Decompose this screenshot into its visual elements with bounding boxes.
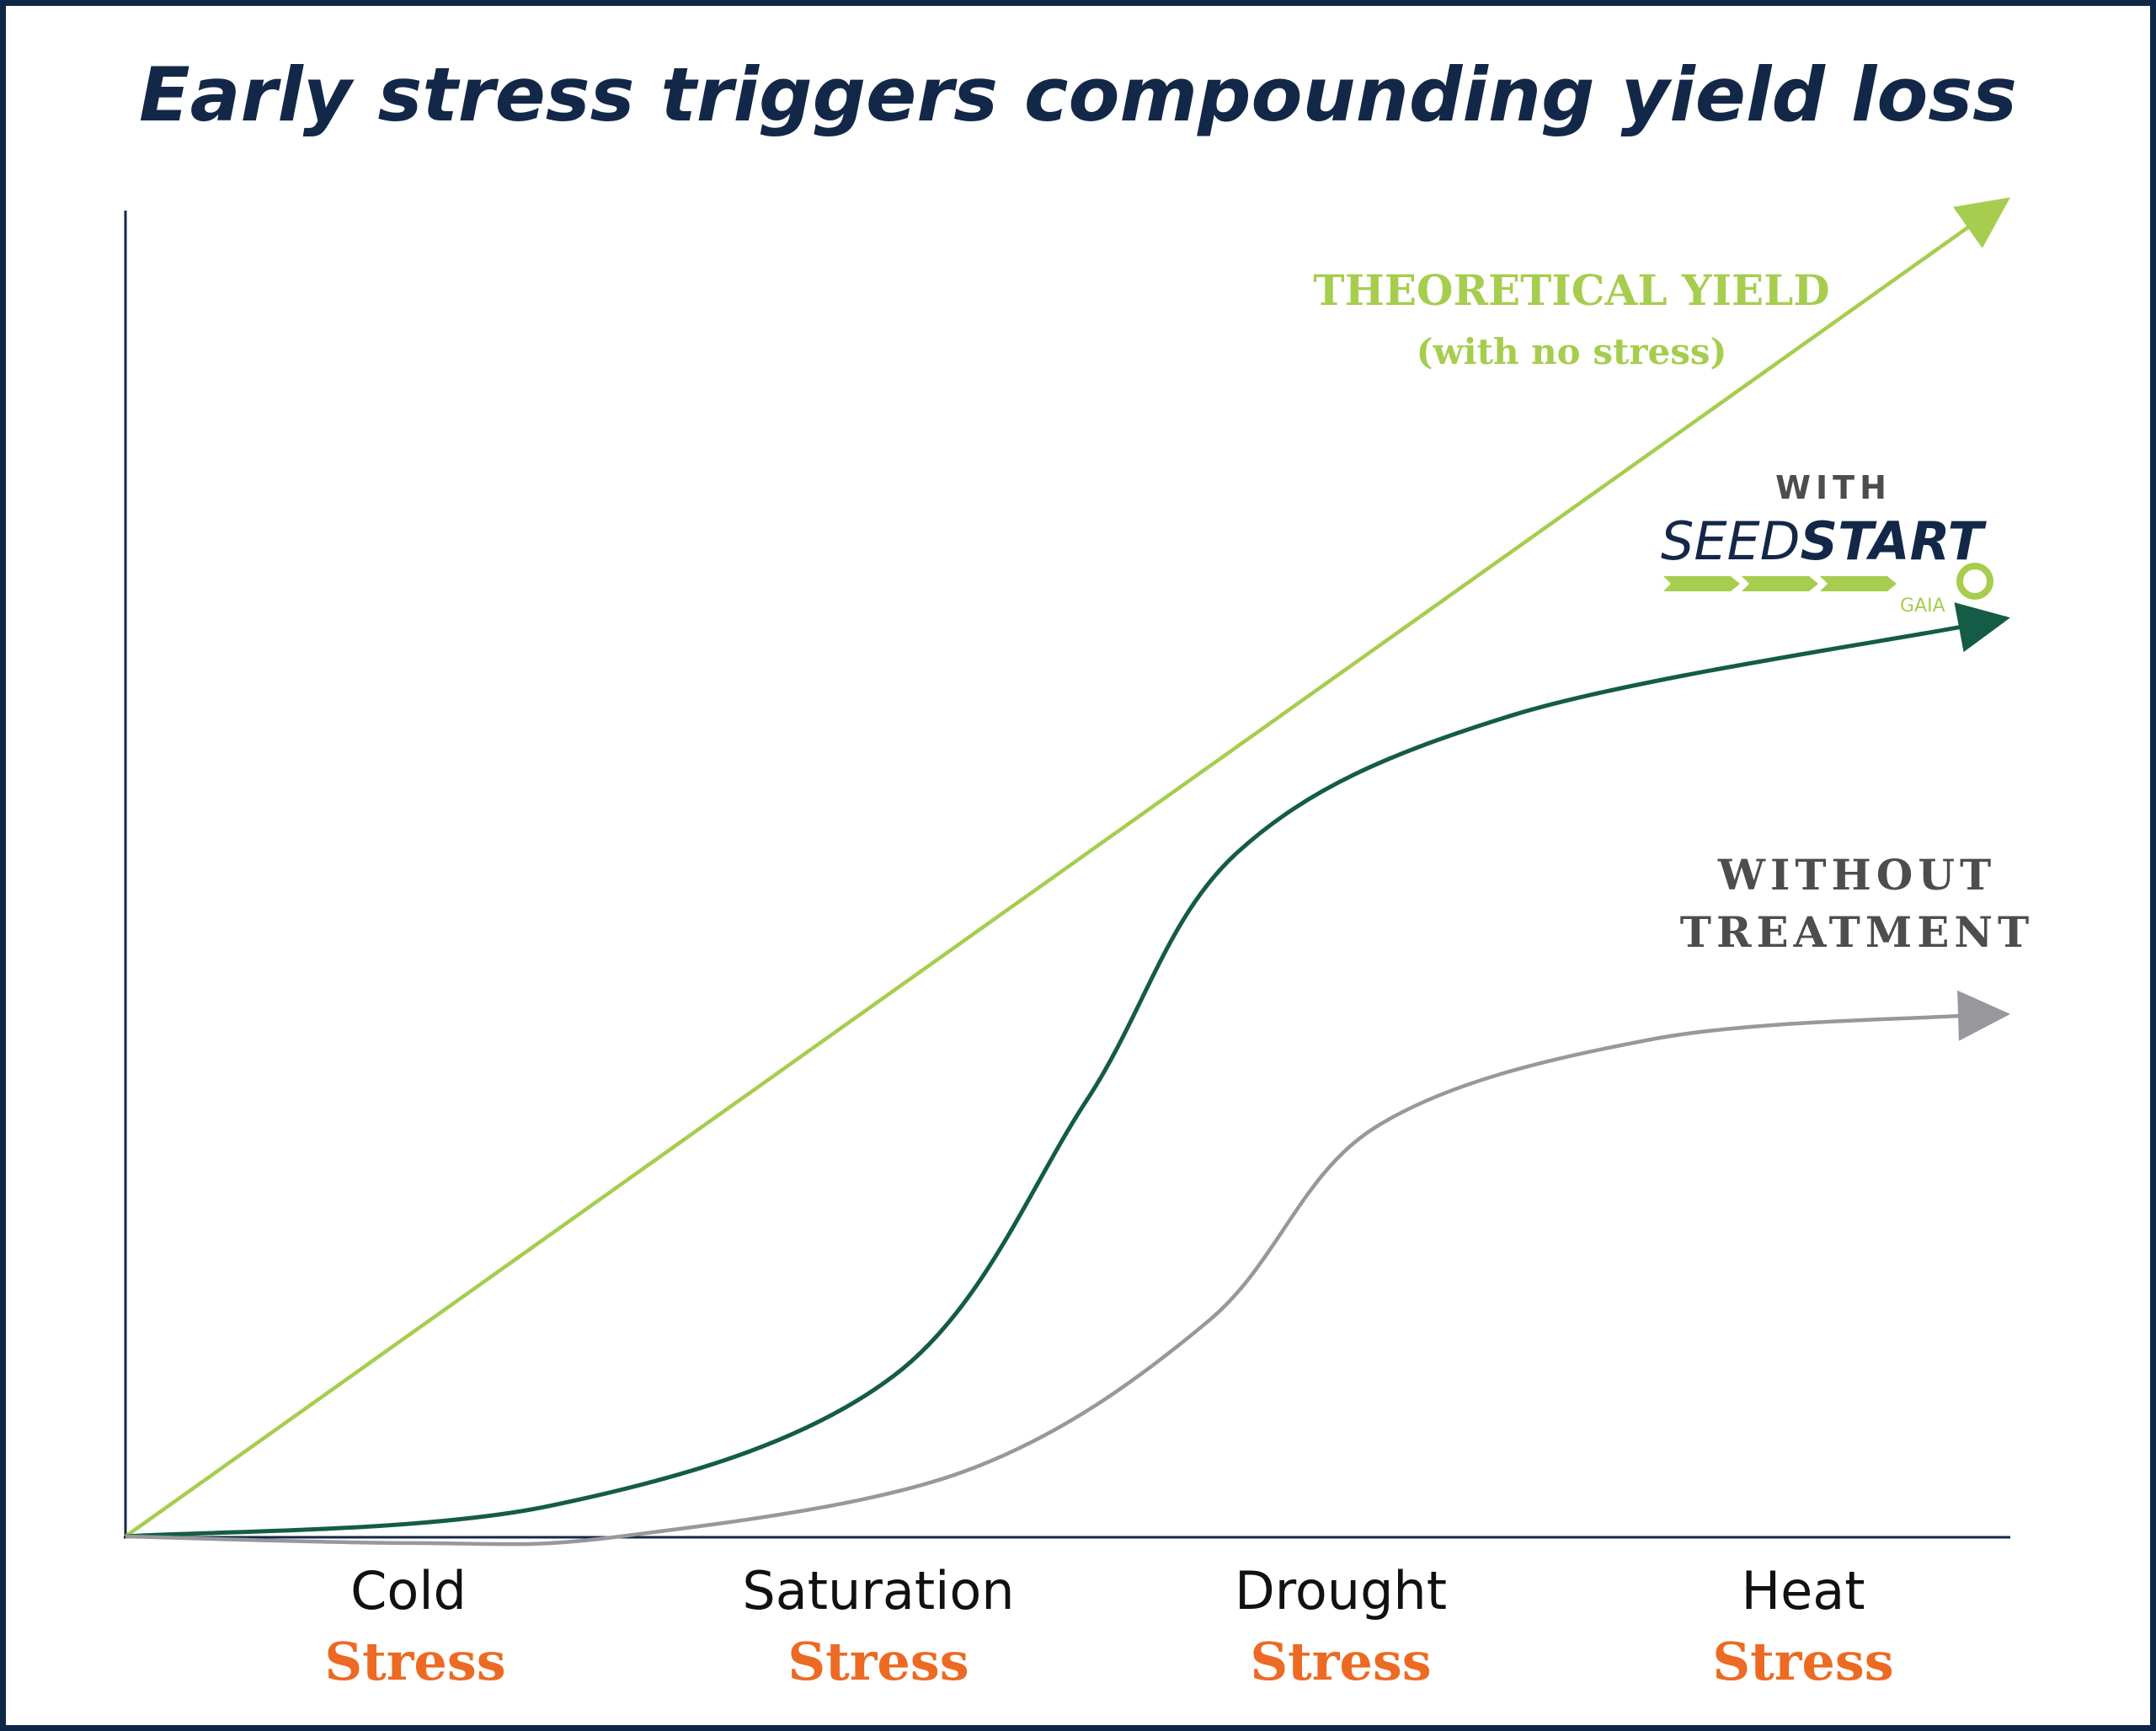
- with-seedstart-arrowhead-icon: [1954, 602, 2010, 653]
- logo-chevrons: [1663, 576, 1897, 591]
- x-tick-heat-stress: Stress: [1712, 1631, 1893, 1692]
- x-tick-drought: Drought: [1235, 1560, 1447, 1621]
- theoretical-yield-arrowhead-icon: [1953, 197, 2010, 248]
- with-seedstart-line: [125, 616, 2008, 1539]
- x-tick-drought-stress: Stress: [1250, 1631, 1431, 1692]
- without-treatment-arrowhead-icon: [1957, 990, 2010, 1041]
- x-tick-cold: Cold: [350, 1560, 467, 1621]
- theoretical-yield-sublabel: (with no stress): [1417, 331, 1727, 372]
- without-label: WITHOUT: [1717, 850, 1996, 900]
- x-tick-saturation: Saturation: [742, 1560, 1014, 1621]
- treatment-label: TREATMENT: [1680, 907, 2035, 957]
- theoretical-yield-label: THEORETICAL YIELD: [1313, 265, 1829, 315]
- with-label: WITH: [1775, 469, 1892, 506]
- logo-wordmark: SEEDSTART: [1661, 510, 1988, 572]
- series-layer: [124, 197, 2010, 1547]
- logo-seed-text: SEED: [1661, 510, 1800, 572]
- x-tick-cold-stress: Stress: [324, 1631, 505, 1692]
- x-tick-heat: Heat: [1741, 1560, 1865, 1621]
- without-treatment-line: [125, 1011, 1997, 1547]
- x-tick-saturation-stress: Stress: [787, 1631, 969, 1692]
- logo-start-text: START: [1800, 510, 1987, 572]
- seedstart-logo: SEEDSTART GAIA: [1661, 510, 1993, 617]
- logo-gaia-text: GAIA: [1900, 596, 1945, 617]
- logo-ring-icon: [1956, 563, 1993, 600]
- chart-title: Early stress triggers compounding yield …: [139, 51, 2017, 138]
- theoretical-yield-line: [124, 213, 1986, 1538]
